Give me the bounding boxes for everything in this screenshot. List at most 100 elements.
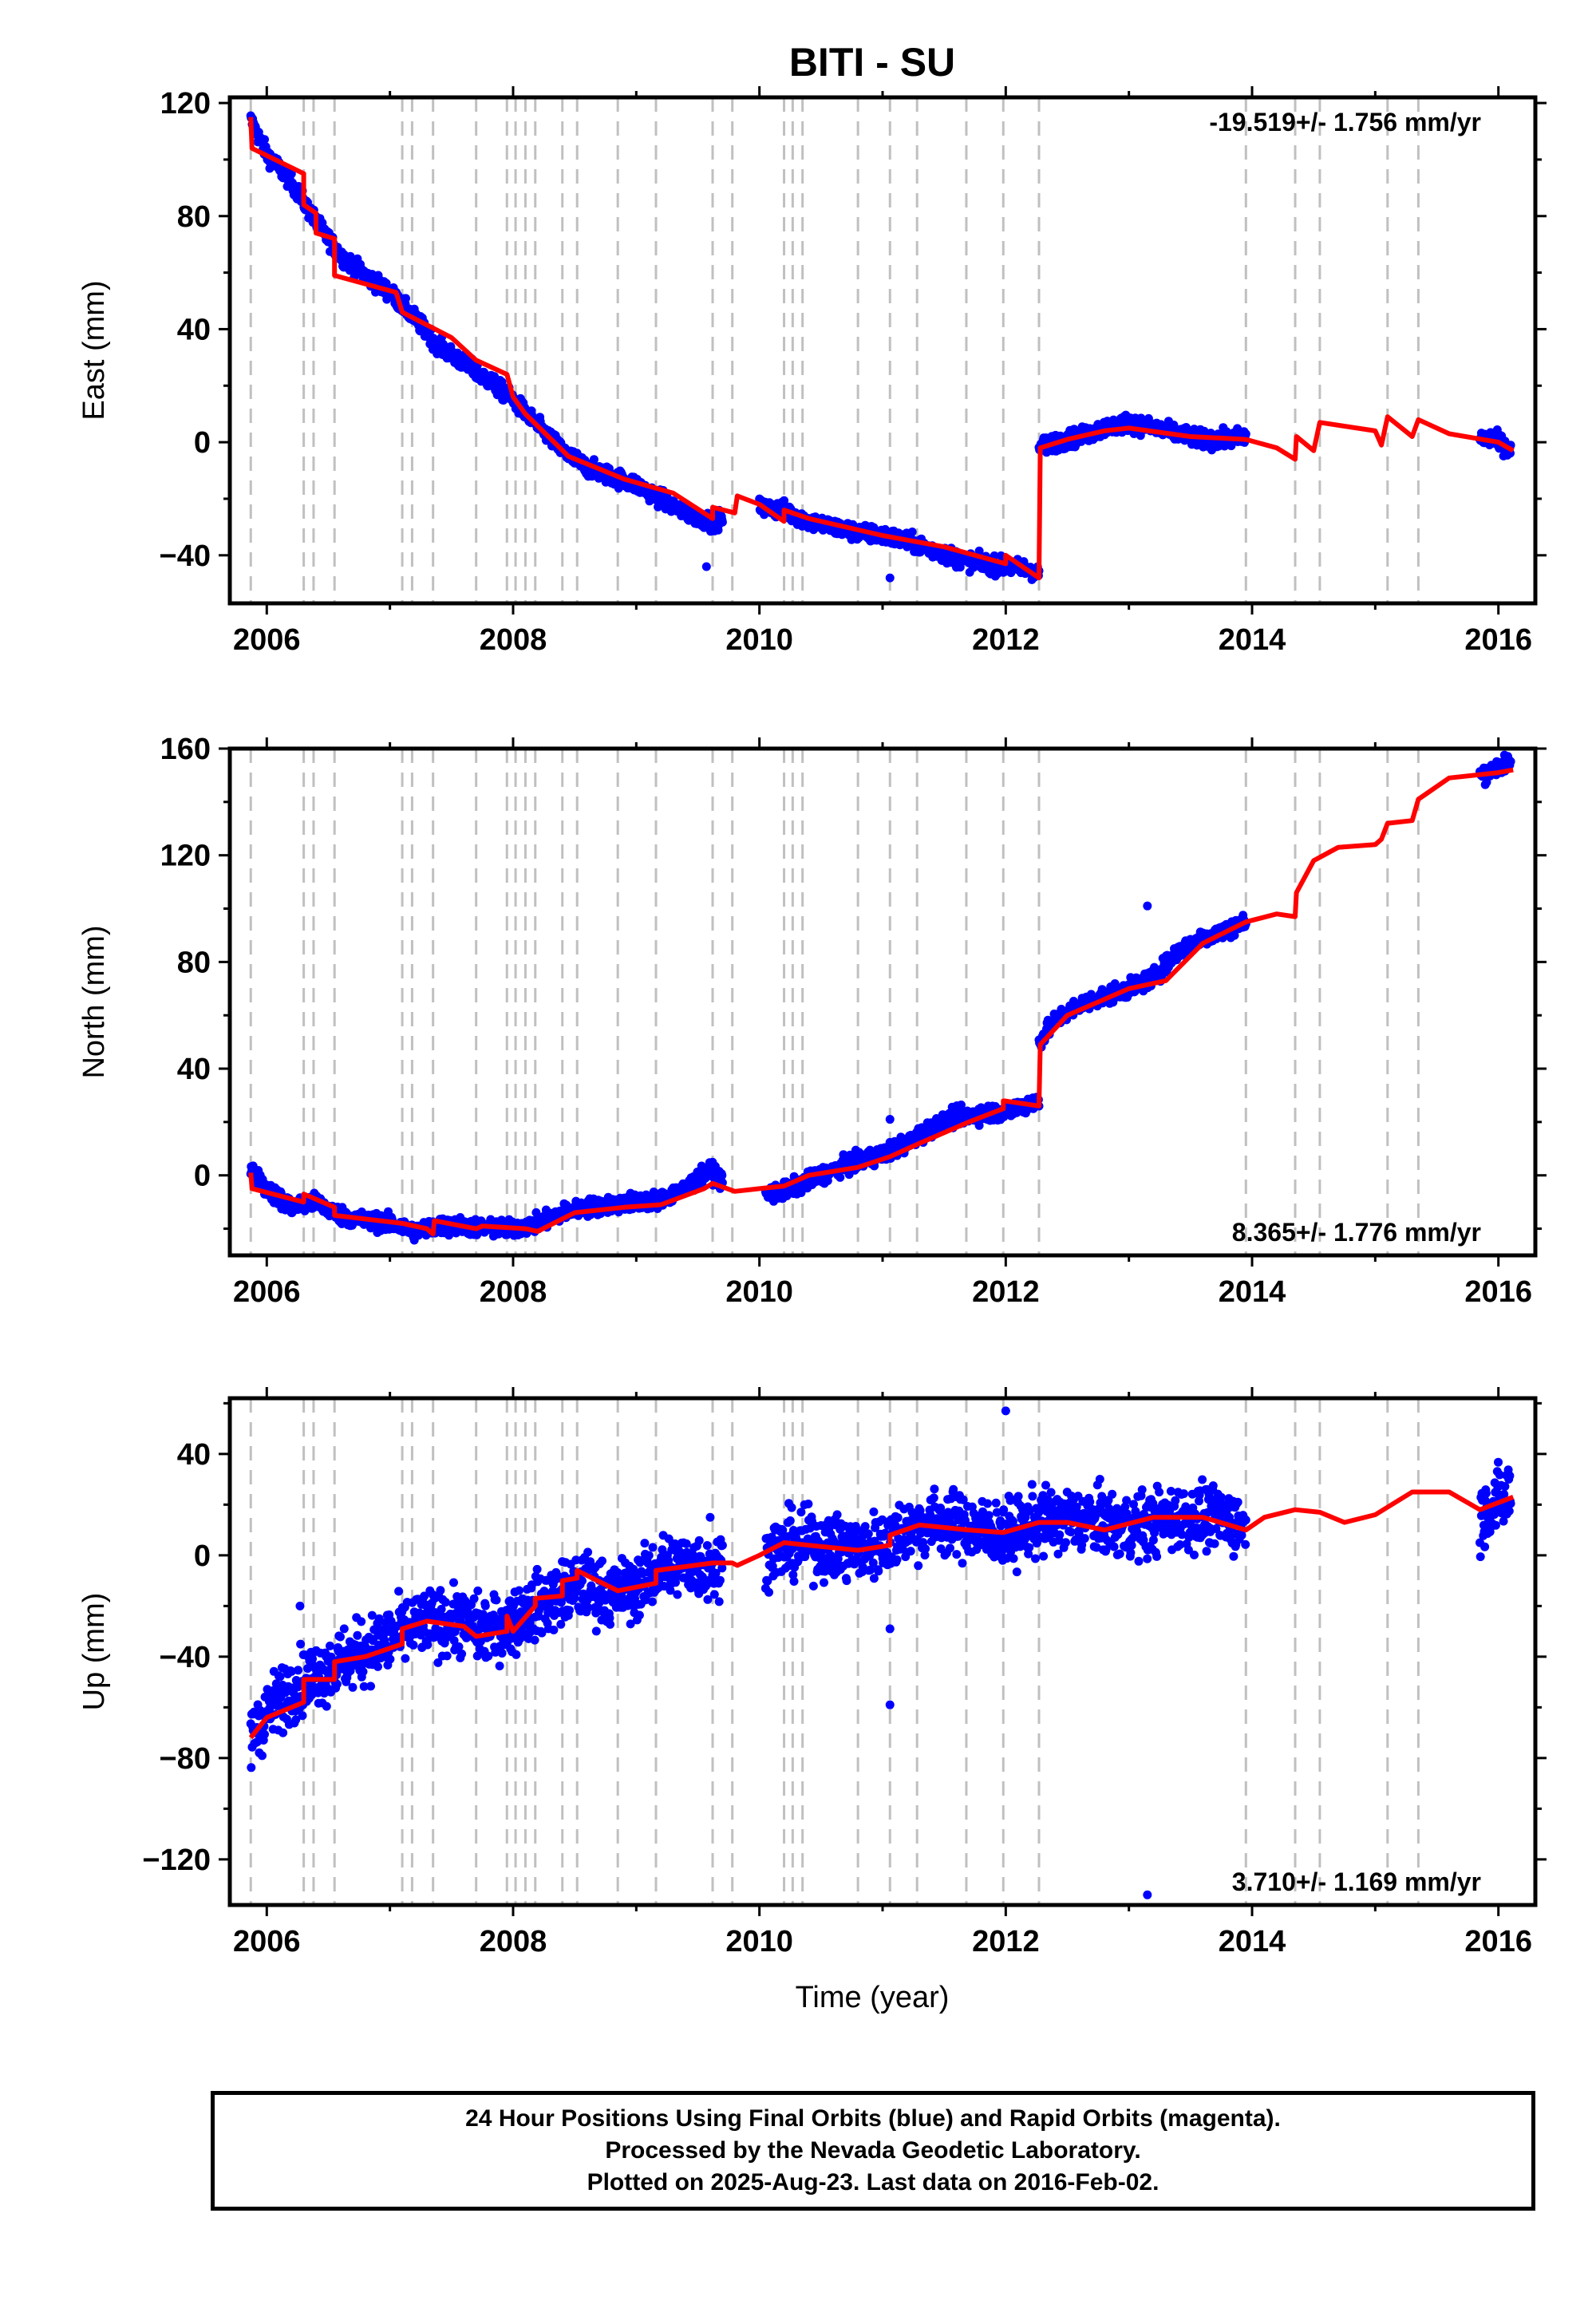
data-point [449,1578,458,1587]
data-point [366,1682,375,1691]
data-point [358,1667,368,1677]
panels-group: 2006 2008 2010 2012 2014 2016 −40 0 40 80 120 East … [77,86,1547,1958]
data-point [296,1639,306,1649]
data-point [286,169,296,179]
data-point [780,496,789,505]
data-point [974,1120,984,1130]
x-tick-label: 2008 [480,1275,547,1309]
data-point [515,1586,523,1595]
data-point [286,1666,296,1676]
y-tick-label: 160 [160,733,211,766]
data-point [373,1662,382,1671]
x-tick-label: 2014 [1219,1275,1286,1309]
outlier-point [1143,901,1152,911]
panel-up: 2006 2008 2010 2012 2014 2016−120−80−40040Up … [77,1387,1547,1958]
east-data-points [246,111,1515,584]
data-point [495,1662,504,1670]
north-plot-frame [227,746,1538,1258]
data-point [589,455,598,464]
x-tick-label: 2010 [725,1275,793,1309]
north-y-ticks: 0 40 80 120 160 [160,733,1547,1231]
data-point [374,1614,384,1623]
data-point [359,1682,369,1691]
data-point [497,1649,507,1658]
data-point [401,1654,410,1663]
data-point [423,1640,433,1650]
north-x-ticks: 2006 2008 2010 2012 2014 2016 [233,737,1532,1309]
data-point [472,1651,482,1661]
x-tick-label: 2016 [1464,1275,1532,1309]
east-model-line [248,117,1515,581]
panel-east: 2006 2008 2010 2012 2014 2016−4004080120East … [77,86,1547,657]
east-y-axis-label: East (mm) [77,280,111,420]
data-point [1241,429,1250,439]
x-tick-label: 2016 [1464,623,1532,657]
x-tick-label: 2006 [233,1275,301,1309]
data-point [491,1647,500,1657]
data-point [457,1649,467,1658]
x-tick-label: 2010 [725,623,793,657]
north-model-line [248,767,1514,1237]
y-tick-label: 80 [177,200,211,234]
data-point [353,1630,362,1640]
panel-north: 2006 2008 2010 2012 2014 2016 0 40 80 120 160 North… [77,733,1547,1309]
data-point [473,1586,483,1595]
y-tick-label: 40 [177,313,211,346]
data-point [336,1632,345,1642]
x-tick-label: 2012 [972,1275,1040,1309]
data-point [260,135,269,144]
data-point [717,517,727,527]
data-point [291,1715,301,1725]
y-tick-label: 40 [177,1053,211,1086]
east-rate-label: -19.519+/- 1.756 mm/yr [1209,108,1481,136]
north-y-axis-label: North (mm) [77,925,111,1078]
x-tick-label: 2006 [233,623,301,657]
outlier-point [701,562,711,571]
data-point [436,1586,445,1595]
data-point [332,1679,342,1689]
x-tick-label: 2014 [1219,623,1286,657]
y-tick-label: −40 [160,539,211,573]
data-point [326,1641,334,1650]
up-event-lines [249,1398,1420,1905]
data-point [298,1711,307,1721]
data-point [275,1672,285,1682]
x-tick-label: 2012 [972,623,1040,657]
data-point [492,1595,501,1605]
data-point [247,1763,256,1773]
data-point [440,1598,450,1607]
data-point [294,1666,303,1675]
data-point [442,1651,452,1661]
data-point [532,1564,542,1574]
north-data-points [246,750,1515,1245]
data-point [907,528,917,536]
data-point [1506,757,1515,766]
data-point [385,1654,395,1664]
data-point [367,1611,377,1620]
east-x-ticks: 2006 2008 2010 2012 2014 2016 [233,86,1532,657]
data-point [420,1591,429,1601]
data-point [339,1624,349,1634]
data-point [346,1666,355,1676]
y-tick-label: 120 [160,840,211,873]
north-rate-label: 8.365+/- 1.776 mm/yr [1232,1218,1481,1247]
data-point [530,1635,539,1645]
data-point [484,1651,493,1661]
y-tick-label: 80 [177,946,211,979]
data-point [437,1604,446,1614]
north-event-lines [249,749,1420,1255]
east-event-lines [249,97,1420,603]
data-point [401,294,410,303]
data-point [322,1701,331,1711]
data-point [469,1594,479,1603]
outlier-point [885,573,895,583]
chart-title: BITI - SU [789,40,955,85]
x-tick-label: 2008 [480,623,547,657]
y-tick-label: 0 [194,1160,211,1193]
data-point [394,1587,404,1596]
data-point [258,1751,267,1761]
data-point [512,1650,521,1659]
data-point [717,1171,727,1180]
